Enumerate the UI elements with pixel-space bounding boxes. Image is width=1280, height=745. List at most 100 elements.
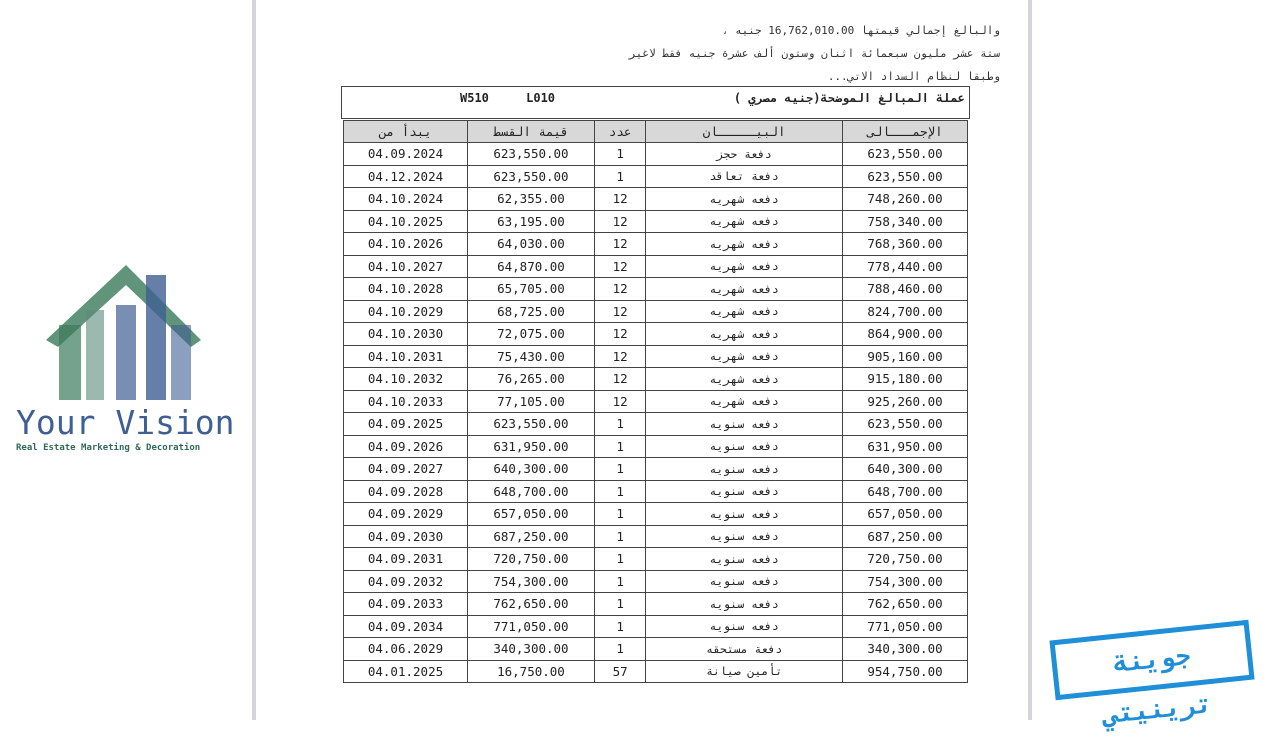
cell-count: 12 [593, 367, 647, 391]
cell-description: دفعة حجز [645, 142, 843, 166]
cell-installment-value: 640,300.00 [467, 457, 595, 481]
cell-total: 340,300.00 [841, 637, 969, 661]
table-row: 04.01.2025 16,750.00 57 تأمين صيانة 954,750.… [343, 659, 969, 683]
table-row: 04.09.2033 762,650.00 1 دفعه سنويه 762,650.0… [343, 592, 969, 616]
cell-installment-value: 754,300.00 [467, 569, 595, 593]
cell-start-date: 04.09.2029 [343, 502, 468, 526]
cell-installment-value: 62,355.00 [467, 187, 595, 211]
cell-start-date: 04.10.2031 [343, 344, 468, 368]
your-vision-watermark: Your Vision Real Estate Marketing & Deco… [16, 265, 241, 455]
cell-count: 1 [593, 142, 647, 166]
header-total: الإجمـــالى [841, 120, 969, 143]
cell-count: 12 [593, 277, 647, 301]
cell-total: 762,650.00 [841, 592, 969, 616]
cell-installment-value: 623,550.00 [467, 164, 595, 188]
cell-count: 1 [593, 547, 647, 571]
cell-total: 623,550.00 [841, 142, 969, 166]
cell-installment-value: 340,300.00 [467, 637, 595, 661]
cell-total: 720,750.00 [841, 547, 969, 571]
cell-installment-value: 68,725.00 [467, 299, 595, 323]
cell-installment-value: 76,265.00 [467, 367, 595, 391]
cell-count: 1 [593, 637, 647, 661]
cell-start-date: 04.10.2030 [343, 322, 468, 346]
cell-start-date: 04.09.2026 [343, 434, 468, 458]
cell-count: 12 [593, 322, 647, 346]
table-row: 04.09.2028 648,700.00 1 دفعه سنويه 648,700.0… [343, 479, 969, 503]
cell-start-date: 04.10.2025 [343, 209, 468, 233]
cell-total: 758,340.00 [841, 209, 969, 233]
cell-start-date: 04.09.2024 [343, 142, 468, 166]
cell-description: دفعه شهريه [645, 232, 843, 256]
table-row: 04.10.2027 64,870.00 12 دفعه شهريه 778,440.0… [343, 254, 969, 278]
unit-codes: W510 L010 [460, 91, 556, 105]
cell-count: 1 [593, 412, 647, 436]
cell-count: 1 [593, 164, 647, 188]
cell-description: دفعه شهريه [645, 299, 843, 323]
cell-start-date: 04.09.2025 [343, 412, 468, 436]
cell-start-date: 04.10.2032 [343, 367, 468, 391]
cell-count: 12 [593, 209, 647, 233]
cell-description: دفعه شهريه [645, 367, 843, 391]
cell-total: 657,050.00 [841, 502, 969, 526]
table-row: 04.10.2031 75,430.00 12 دفعه شهريه 905,160.0… [343, 344, 969, 368]
table-row: 04.10.2028 65,705.00 12 دفعه شهريه 788,460.0… [343, 277, 969, 301]
cell-total: 771,050.00 [841, 614, 969, 638]
cell-description: دفعة مستحقه [645, 637, 843, 661]
cell-installment-value: 657,050.00 [467, 502, 595, 526]
currency-title-box: عملة المبالغ الموضحة(جنيه مصري ) W510 L0… [341, 86, 970, 119]
table-row: 04.09.2024 623,550.00 1 دفعة حجز 623,550.00 [343, 142, 969, 166]
table-row: 04.09.2027 640,300.00 1 دفعه سنويه 640,300.0… [343, 457, 969, 481]
cell-installment-value: 631,950.00 [467, 434, 595, 458]
cell-start-date: 04.09.2028 [343, 479, 468, 503]
cell-start-date: 04.10.2024 [343, 187, 468, 211]
cell-description: دفعه شهريه [645, 322, 843, 346]
cell-count: 1 [593, 457, 647, 481]
table-row: 04.12.2024 623,550.00 1 دفعة تعاقد 623,550.0… [343, 164, 969, 188]
cell-total: 623,550.00 [841, 164, 969, 188]
cell-description: دفعه سنويه [645, 457, 843, 481]
cell-start-date: 04.12.2024 [343, 164, 468, 188]
cell-count: 1 [593, 592, 647, 616]
cell-description: دفعه شهريه [645, 254, 843, 278]
cell-start-date: 04.09.2031 [343, 547, 468, 571]
company-stamp: جوينة ترينيتي [1049, 619, 1255, 730]
cell-count: 1 [593, 479, 647, 503]
table-row: 04.09.2029 657,050.00 1 دفعه سنويه 657,050.0… [343, 502, 969, 526]
table-row: 04.10.2033 77,105.00 12 دفعه شهريه 925,260.0… [343, 389, 969, 413]
intro-line-total: والبالغ إجمالي قيمتها 16,762,010.00 جنيه… [721, 24, 1000, 37]
cell-count: 1 [593, 524, 647, 548]
cell-start-date: 04.10.2026 [343, 232, 468, 256]
cell-installment-value: 762,650.00 [467, 592, 595, 616]
cell-description: دفعه سنويه [645, 434, 843, 458]
cell-total: 623,550.00 [841, 412, 969, 436]
header-start: يبدأ من [343, 120, 468, 143]
document-page: والبالغ إجمالي قيمتها 16,762,010.00 جنيه… [252, 0, 1032, 720]
cell-total: 640,300.00 [841, 457, 969, 481]
cell-installment-value: 72,075.00 [467, 322, 595, 346]
cell-total: 905,160.00 [841, 344, 969, 368]
cell-start-date: 04.09.2033 [343, 592, 468, 616]
table-header-row: يبدأ من قيمة القسط عدد البيـــــان الإجم… [343, 120, 969, 143]
intro-line-words: ستة عشر مليون سبعمائة اثنان وستون ألف عش… [629, 47, 1000, 60]
cell-installment-value: 75,430.00 [467, 344, 595, 368]
cell-count: 12 [593, 389, 647, 413]
cell-start-date: 04.10.2033 [343, 389, 468, 413]
cell-installment-value: 648,700.00 [467, 479, 595, 503]
cell-installment-value: 64,870.00 [467, 254, 595, 278]
cell-start-date: 04.09.2032 [343, 569, 468, 593]
cell-start-date: 04.09.2034 [343, 614, 468, 638]
cell-installment-value: 64,030.00 [467, 232, 595, 256]
cell-count: 12 [593, 254, 647, 278]
table-row: 04.10.2032 76,265.00 12 دفعه شهريه 915,180.0… [343, 367, 969, 391]
table-row: 04.09.2030 687,250.00 1 دفعه سنويه 687,250.0… [343, 524, 969, 548]
cell-description: دفعه سنويه [645, 547, 843, 571]
currency-label: عملة المبالغ الموضحة(جنيه مصري ) [733, 91, 965, 105]
cell-total: 687,250.00 [841, 524, 969, 548]
cell-description: دفعه سنويه [645, 524, 843, 548]
cell-total: 754,300.00 [841, 569, 969, 593]
cell-count: 1 [593, 434, 647, 458]
cell-total: 768,360.00 [841, 232, 969, 256]
intro-line-system: وطبقا لنظام السداد الاتي... [827, 70, 1000, 83]
cell-count: 12 [593, 299, 647, 323]
table-row: 04.06.2029 340,300.00 1 دفعة مستحقه 340,300.… [343, 637, 969, 661]
